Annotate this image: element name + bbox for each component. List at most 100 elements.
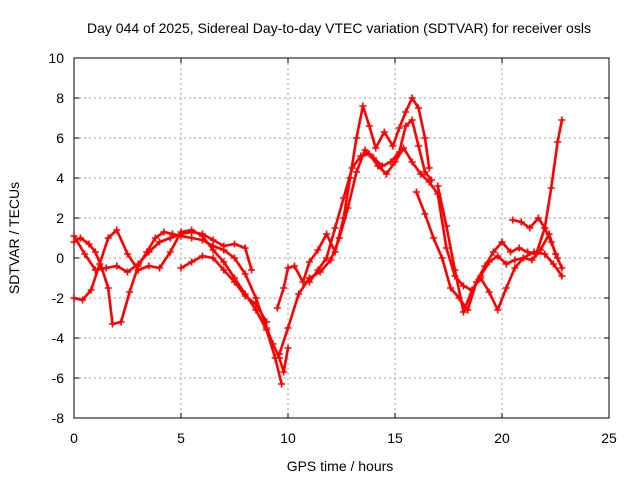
data-point-marker xyxy=(151,234,159,242)
data-point-marker xyxy=(198,230,206,238)
data-point-marker xyxy=(314,266,322,274)
data-point-marker xyxy=(434,182,442,190)
data-point-marker xyxy=(102,264,110,272)
data-point-marker xyxy=(166,248,174,256)
data-point-marker xyxy=(402,108,410,116)
data-point-marker xyxy=(485,288,493,296)
data-point-marker xyxy=(113,226,121,234)
data-point-marker xyxy=(271,354,279,362)
data-point-marker xyxy=(485,258,493,266)
data-point-marker xyxy=(188,258,196,266)
y-tick-label: -6 xyxy=(52,370,65,386)
data-point-marker xyxy=(477,272,485,280)
series-track-4 xyxy=(177,252,271,326)
y-tick-label: -4 xyxy=(52,330,65,346)
data-point-marker xyxy=(85,240,93,248)
data-point-marker xyxy=(541,250,549,258)
data-point-marker xyxy=(79,296,87,304)
data-point-marker xyxy=(519,254,527,262)
x-tick-label: 15 xyxy=(387,430,403,446)
data-point-marker xyxy=(134,260,142,268)
data-point-marker xyxy=(160,228,168,236)
data-point-marker xyxy=(459,282,467,290)
data-point-marker xyxy=(209,236,217,244)
data-point-marker xyxy=(442,222,450,230)
data-point-marker xyxy=(438,254,446,262)
data-point-marker xyxy=(430,234,438,242)
data-point-marker xyxy=(198,252,206,260)
data-point-marker xyxy=(280,368,288,376)
data-point-marker xyxy=(421,168,429,176)
data-point-marker xyxy=(231,240,238,248)
data-point-marker xyxy=(177,264,185,272)
data-point-marker xyxy=(558,116,566,124)
data-point-marker xyxy=(515,244,523,252)
data-point-marker xyxy=(188,234,196,242)
data-point-marker xyxy=(145,248,153,256)
data-point-marker xyxy=(145,262,153,270)
data-point-marker xyxy=(417,170,425,178)
y-axis-label: SDTVAR / TECUs xyxy=(6,182,22,294)
data-point-marker xyxy=(104,234,112,242)
data-point-marker xyxy=(323,254,331,262)
data-point-marker xyxy=(421,134,429,142)
data-point-marker xyxy=(113,262,121,270)
data-point-marker xyxy=(126,288,134,296)
data-point-marker xyxy=(541,224,549,232)
data-point-marker xyxy=(558,272,566,280)
data-point-marker xyxy=(549,260,557,268)
data-point-marker xyxy=(554,138,562,146)
data-point-marker xyxy=(352,168,360,176)
data-point-marker xyxy=(252,294,260,302)
data-point-marker xyxy=(124,268,131,276)
data-point-marker xyxy=(231,278,238,286)
data-point-marker xyxy=(382,170,390,178)
series-track-6 xyxy=(275,116,435,358)
data-point-marker xyxy=(241,270,249,278)
data-point-marker xyxy=(547,238,555,246)
data-point-marker xyxy=(335,234,343,242)
y-tick-label: 6 xyxy=(56,130,64,146)
data-point-marker xyxy=(91,266,99,274)
data-point-marker xyxy=(415,104,423,112)
data-point-marker xyxy=(526,224,534,232)
data-point-marker xyxy=(166,234,174,242)
data-point-marker xyxy=(380,128,388,136)
data-point-marker xyxy=(459,308,467,316)
data-point-marker xyxy=(395,124,403,132)
data-point-marker xyxy=(447,284,455,292)
data-point-marker xyxy=(241,292,249,300)
data-point-marker xyxy=(352,134,360,142)
data-point-marker xyxy=(511,264,519,272)
data-point-marker xyxy=(408,158,416,166)
data-point-marker xyxy=(365,150,373,158)
data-point-marker xyxy=(348,164,356,172)
data-point-marker xyxy=(517,218,525,226)
data-point-marker xyxy=(391,158,399,166)
data-point-marker xyxy=(425,178,433,186)
data-point-marker xyxy=(528,256,536,264)
series-line xyxy=(436,184,564,314)
data-point-marker xyxy=(177,230,185,238)
y-tick-label: -2 xyxy=(52,290,65,306)
data-point-marker xyxy=(70,232,78,240)
data-point-marker xyxy=(87,286,95,294)
data-point-marker xyxy=(91,248,99,256)
data-point-marker xyxy=(156,238,164,246)
data-point-marker xyxy=(344,204,352,212)
data-point-marker xyxy=(124,250,131,258)
x-tick-label: 0 xyxy=(70,430,78,446)
data-point-marker xyxy=(220,266,228,274)
data-point-marker xyxy=(290,262,298,270)
x-tick-label: 5 xyxy=(177,430,185,446)
data-point-marker xyxy=(547,184,555,192)
data-point-marker xyxy=(494,306,502,314)
data-point-marker xyxy=(468,286,476,294)
data-point-marker xyxy=(524,248,532,256)
data-point-marker xyxy=(305,278,313,286)
data-point-marker xyxy=(248,266,256,274)
data-point-marker xyxy=(340,194,348,202)
data-point-marker xyxy=(323,230,331,238)
data-point-marker xyxy=(314,246,322,254)
